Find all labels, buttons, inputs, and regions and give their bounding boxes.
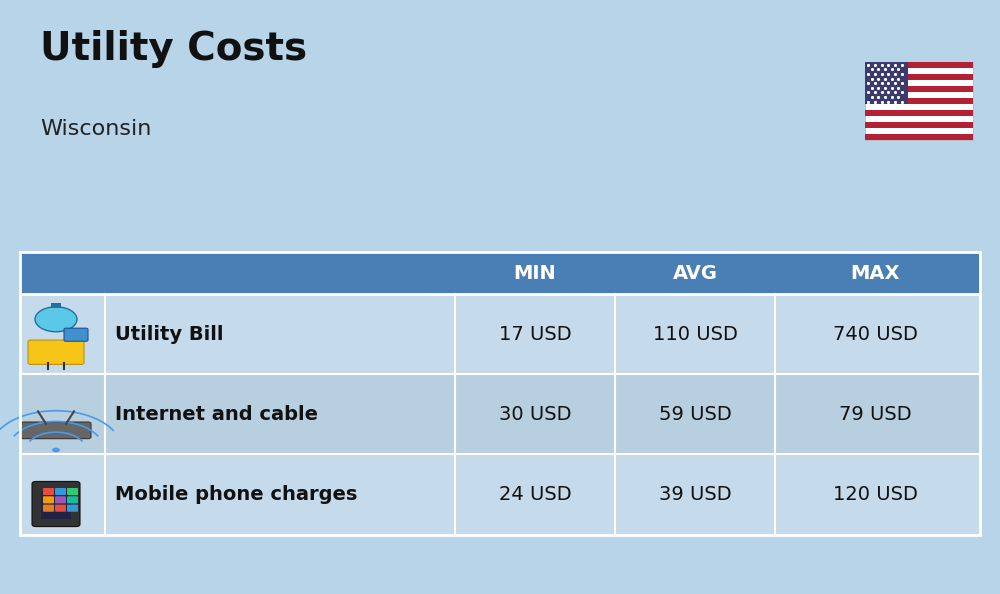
FancyBboxPatch shape [20, 252, 980, 294]
FancyBboxPatch shape [43, 488, 54, 495]
FancyBboxPatch shape [67, 497, 78, 504]
Circle shape [52, 448, 60, 453]
Text: Internet and cable: Internet and cable [115, 405, 318, 424]
Text: 17 USD: 17 USD [499, 325, 571, 343]
FancyBboxPatch shape [865, 98, 973, 104]
FancyBboxPatch shape [20, 374, 980, 454]
Text: MIN: MIN [514, 264, 556, 283]
FancyBboxPatch shape [67, 488, 78, 495]
FancyBboxPatch shape [865, 134, 973, 140]
FancyBboxPatch shape [43, 497, 54, 504]
Text: 120 USD: 120 USD [833, 485, 917, 504]
FancyBboxPatch shape [865, 62, 908, 104]
FancyBboxPatch shape [865, 74, 973, 80]
Text: AVG: AVG [672, 264, 718, 283]
FancyBboxPatch shape [865, 110, 973, 116]
FancyBboxPatch shape [55, 505, 66, 512]
FancyBboxPatch shape [67, 505, 78, 512]
Text: 24 USD: 24 USD [499, 485, 571, 504]
Text: Mobile phone charges: Mobile phone charges [115, 485, 357, 504]
FancyBboxPatch shape [865, 86, 973, 92]
FancyBboxPatch shape [20, 294, 980, 374]
Text: MAX: MAX [850, 264, 900, 283]
Text: Utility Bill: Utility Bill [115, 325, 224, 343]
Text: 110 USD: 110 USD [653, 325, 737, 343]
FancyBboxPatch shape [43, 505, 54, 512]
FancyBboxPatch shape [55, 497, 66, 504]
Text: 39 USD: 39 USD [659, 485, 731, 504]
FancyBboxPatch shape [55, 488, 66, 495]
FancyBboxPatch shape [32, 482, 80, 527]
Text: 59 USD: 59 USD [659, 405, 731, 424]
Text: Utility Costs: Utility Costs [40, 30, 307, 68]
FancyBboxPatch shape [28, 340, 84, 365]
FancyBboxPatch shape [41, 491, 71, 520]
Circle shape [35, 307, 77, 331]
FancyBboxPatch shape [64, 328, 88, 342]
Text: 30 USD: 30 USD [499, 405, 571, 424]
FancyBboxPatch shape [20, 454, 980, 535]
Text: 79 USD: 79 USD [839, 405, 911, 424]
FancyBboxPatch shape [51, 304, 61, 308]
FancyBboxPatch shape [865, 62, 973, 140]
Text: Wisconsin: Wisconsin [40, 119, 151, 139]
FancyBboxPatch shape [865, 122, 973, 128]
FancyBboxPatch shape [21, 422, 91, 439]
FancyBboxPatch shape [865, 62, 973, 68]
Text: 740 USD: 740 USD [833, 325, 917, 343]
